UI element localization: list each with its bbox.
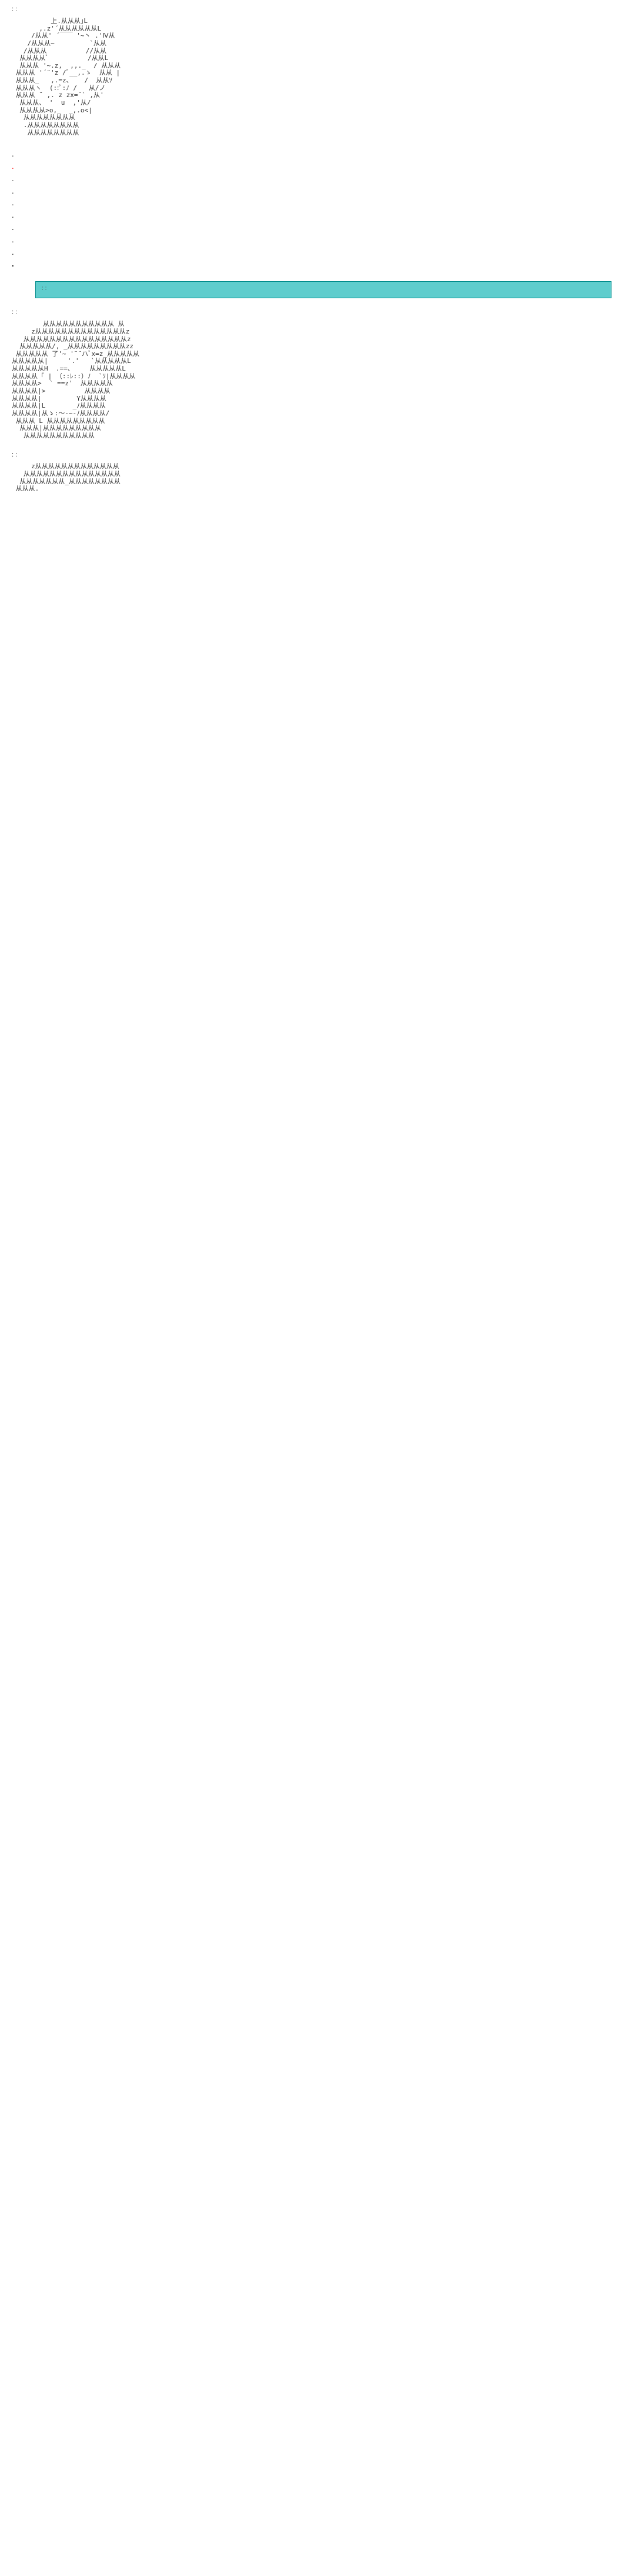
- choice: .: [12, 209, 623, 222]
- choice: .: [12, 258, 623, 271]
- post: : : 从从从从从从从从从从从 从 z从从从从从从从从从从从从从从z 从从从从从…: [0, 303, 635, 445]
- ascii-art: 从从从从从从从从从从从 从 z从从从从从从从从从从从从从从z 从从从从从从从从从…: [12, 321, 139, 439]
- choice: .: [12, 246, 623, 259]
- choice: .: [12, 173, 623, 185]
- post-header: : :: [12, 309, 623, 316]
- post: : : z从从从从从从从从从从从从从 从从从从从从从从从从从从从从从 从从从从从…: [0, 445, 635, 499]
- post-header: : :: [12, 6, 623, 13]
- reply-box: : :: [35, 281, 611, 298]
- post-right-text: [121, 18, 623, 136]
- post-header: : :: [12, 451, 623, 458]
- choice: .: [12, 234, 623, 246]
- post-content: 上.从从从｣L ,.z'´从从从从从从L /从从' ´￣￣ '~丶 .'Ⅳ从 /…: [12, 18, 623, 136]
- post-content: 从从从从从从从从从从从 从 z从从从从从从从从从从从从从从z 从从从从从从从从从…: [12, 321, 623, 439]
- choice-selected: .: [12, 161, 623, 173]
- choice: .: [12, 148, 623, 161]
- choice: .: [12, 222, 623, 234]
- choice: .: [12, 185, 623, 198]
- ascii-art: 上.从从从｣L ,.z'´从从从从从从L /从从' ´￣￣ '~丶 .'Ⅳ从 /…: [12, 18, 121, 136]
- post-content: z从从从从从从从从从从从从从 从从从从从从从从从从从从从从从 从从从从从从从_从…: [12, 463, 623, 493]
- reply-header: : :: [42, 285, 605, 292]
- post: : : 上.从从从｣L ,.z'´从从从从从从L /从从' ´￣￣ '~丶 .'…: [0, 0, 635, 276]
- ascii-art: z从从从从从从从从从从从从从 从从从从从从从从从从从从从从从 从从从从从从从_从…: [12, 463, 121, 493]
- choices-list: . . . . . . . . . .: [12, 148, 623, 271]
- choice: .: [12, 197, 623, 209]
- post-right-text: [139, 321, 623, 439]
